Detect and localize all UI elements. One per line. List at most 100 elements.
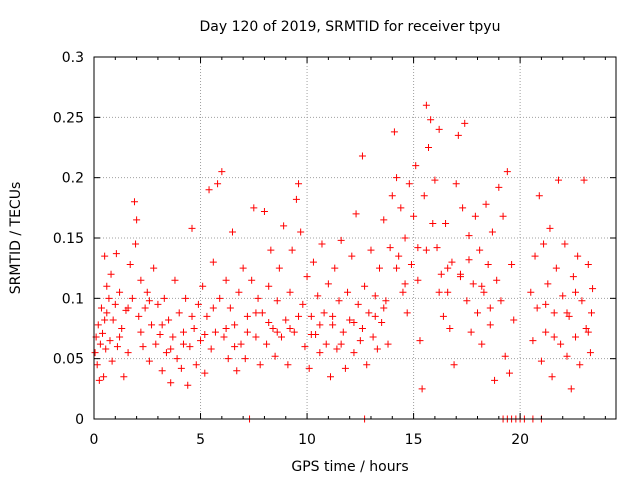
y-tick-label: 0.3 (62, 50, 84, 66)
data-point (113, 343, 121, 351)
data-point (482, 200, 490, 208)
data-point (435, 125, 443, 133)
data-point (403, 309, 411, 317)
data-point (461, 119, 469, 127)
x-tick-label: 20 (511, 432, 529, 448)
data-point (207, 345, 215, 353)
data-point (414, 244, 422, 252)
data-point (572, 288, 580, 296)
data-point (584, 261, 592, 269)
data-point (540, 240, 548, 248)
data-point (352, 210, 360, 218)
data-point (497, 297, 505, 305)
data-point (337, 340, 345, 348)
data-point (454, 131, 462, 139)
data-point (211, 328, 219, 336)
data-point (154, 300, 162, 308)
data-point (384, 340, 392, 348)
data-point (103, 309, 111, 317)
data-point (401, 280, 409, 288)
data-point (574, 252, 582, 260)
data-point (480, 288, 488, 296)
data-point (444, 288, 452, 296)
data-point (354, 300, 362, 308)
data-point (307, 331, 315, 339)
data-point (422, 246, 430, 254)
data-point (137, 276, 145, 284)
data-point (484, 261, 492, 269)
data-point (148, 321, 156, 329)
data-point (448, 258, 456, 266)
data-point (350, 349, 358, 357)
data-point (108, 357, 116, 365)
data-point (572, 333, 580, 341)
data-points (91, 101, 597, 423)
data-point (486, 321, 494, 329)
data-point (241, 355, 249, 363)
data-point (107, 270, 115, 278)
x-tick-label: 5 (196, 432, 205, 448)
y-tick-label: 0.15 (53, 231, 84, 247)
data-point (186, 343, 194, 351)
data-point (303, 273, 311, 281)
data-point (135, 312, 143, 320)
data-point (569, 273, 577, 281)
data-point (316, 349, 324, 357)
data-point (109, 316, 117, 324)
data-point (412, 162, 420, 170)
data-point (358, 152, 366, 160)
data-point (450, 361, 458, 369)
data-point (386, 244, 394, 252)
data-point (222, 325, 230, 332)
data-point (324, 280, 332, 288)
data-point (563, 309, 571, 317)
data-point (160, 294, 168, 302)
data-point (254, 294, 262, 302)
data-point (263, 340, 271, 348)
data-point (273, 328, 281, 336)
data-point (399, 288, 407, 296)
data-point (295, 180, 303, 188)
data-point (132, 240, 140, 248)
data-point (314, 292, 322, 300)
data-point (190, 325, 198, 332)
y-tick-label: 0.2 (62, 171, 84, 187)
data-point (101, 252, 109, 260)
data-point (393, 174, 401, 182)
data-point (365, 309, 373, 317)
data-point (265, 318, 273, 326)
data-point (209, 304, 217, 312)
data-point (371, 292, 379, 300)
data-point (150, 264, 158, 272)
data-point (576, 361, 584, 369)
data-point (167, 345, 175, 353)
data-point (463, 297, 471, 305)
data-point (465, 256, 473, 264)
data-point (124, 349, 132, 357)
data-point (331, 264, 339, 272)
data-point (488, 228, 496, 236)
data-point (414, 276, 422, 284)
x-axis-label: GPS time / hours (291, 459, 408, 475)
data-point (218, 168, 226, 176)
data-point (329, 312, 337, 320)
data-point (320, 309, 328, 317)
data-point (459, 204, 467, 212)
grid (94, 57, 616, 419)
data-point (508, 261, 516, 269)
data-point (297, 228, 305, 236)
data-point (316, 321, 324, 329)
data-point (444, 264, 452, 272)
data-point (128, 294, 136, 302)
data-point (416, 337, 424, 345)
data-point (341, 364, 349, 372)
data-point (231, 321, 239, 329)
data-point (243, 328, 251, 336)
data-point (179, 340, 187, 348)
data-point (535, 192, 543, 200)
data-point (145, 297, 153, 305)
data-point (280, 222, 288, 230)
data-point (102, 345, 110, 353)
data-point (158, 367, 166, 375)
data-point (376, 264, 384, 272)
